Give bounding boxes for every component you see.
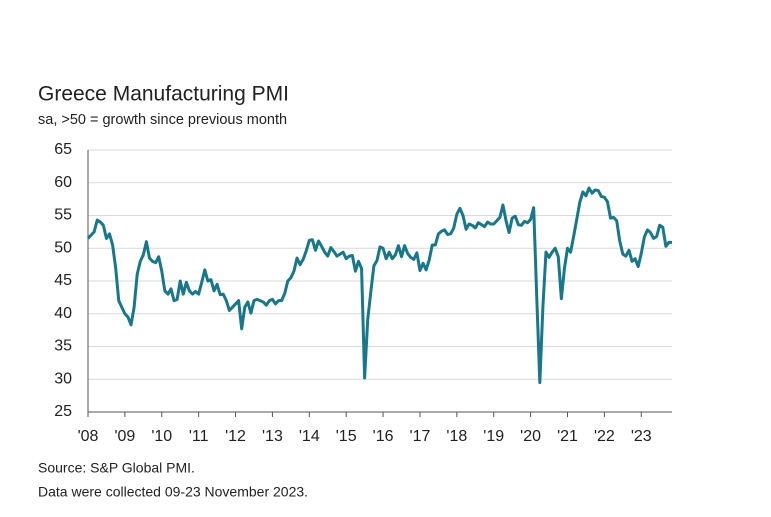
y-tick-label: 60 <box>54 174 72 191</box>
x-tick-label: '22 <box>594 428 615 445</box>
y-tick-label: 35 <box>54 338 72 355</box>
chart-subtitle: sa, >50 = growth since previous month <box>38 112 287 128</box>
source-note: Source: S&P Global PMI. <box>38 460 195 476</box>
x-tick-label: '21 <box>557 428 578 445</box>
x-tick-label: '10 <box>151 428 172 445</box>
x-tick-label: '17 <box>410 428 431 445</box>
x-tick-label: '14 <box>299 428 320 445</box>
y-tick-label: 65 <box>54 141 72 158</box>
x-tick-label: '18 <box>446 428 467 445</box>
x-tick-label: '12 <box>225 428 246 445</box>
x-tick-label: '20 <box>520 428 541 445</box>
y-tick-label: 50 <box>54 239 72 256</box>
x-tick-label: '09 <box>114 428 135 445</box>
pmi-line <box>86 186 672 385</box>
x-tick-label: '19 <box>483 428 504 445</box>
y-tick-label: 25 <box>54 403 72 420</box>
x-tick-label: '11 <box>189 428 209 445</box>
x-tick-label: '23 <box>631 428 652 445</box>
y-tick-label: 55 <box>54 207 72 224</box>
x-tick-label: '16 <box>373 428 394 445</box>
y-tick-label: 40 <box>54 305 72 322</box>
x-tick-label: '15 <box>336 428 357 445</box>
collection-note: Data were collected 09-23 November 2023. <box>38 484 308 500</box>
y-tick-label: 45 <box>54 272 72 289</box>
x-tick-label: '08 <box>78 428 99 445</box>
y-tick-label: 30 <box>54 370 72 387</box>
x-tick-label: '13 <box>262 428 283 445</box>
chart-title: Greece Manufacturing PMI <box>38 83 289 106</box>
